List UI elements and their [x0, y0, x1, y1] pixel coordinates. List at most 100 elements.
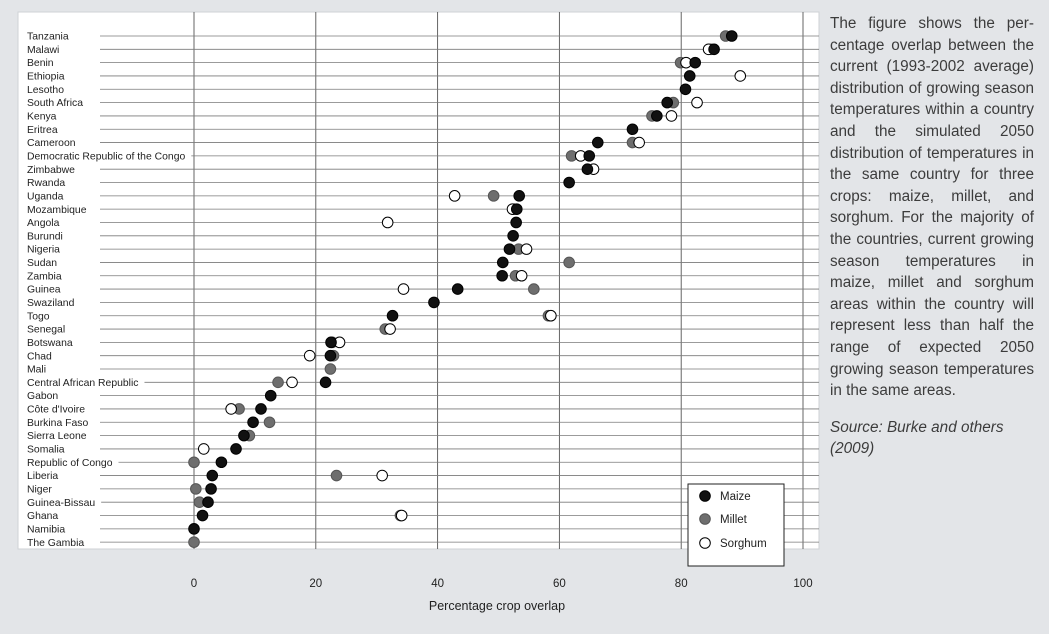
- point-maize-sierra-leone: [238, 429, 250, 442]
- point-maize-zimbabwe: [581, 163, 594, 175]
- country-label-ghana: Ghana: [27, 511, 58, 522]
- country-label-bg: [18, 96, 90, 108]
- point-millet-guinea: [528, 283, 540, 295]
- legend-marker-sorghum: [699, 537, 711, 549]
- country-label-bg: [18, 243, 66, 255]
- point-maize-rwanda: [563, 176, 575, 189]
- country-label-bg: [18, 429, 93, 441]
- figure-caption-panel: The figure shows the per­centage overlap…: [830, 13, 1034, 460]
- country-label-bg: [18, 216, 66, 228]
- country-label-ethiopia: Ethiopia: [27, 72, 65, 83]
- x-tick-label: 0: [191, 578, 197, 590]
- country-label-cameroon: Cameroon: [27, 138, 76, 149]
- country-label-namibia: Namibia: [27, 524, 65, 535]
- point-maize-zambia: [496, 269, 508, 282]
- legend-marker-maize: [699, 490, 711, 502]
- country-label-bg: [18, 509, 65, 521]
- x-tick-label: 80: [675, 578, 688, 590]
- country-label-rwanda: Rwanda: [27, 178, 65, 189]
- point-maize-guinea: [451, 283, 464, 295]
- country-label-bg: [18, 189, 70, 201]
- point-millet-the-gambia: [188, 536, 200, 548]
- country-label-democratic-republic-of-the-congo: Democratic Republic of the Congo: [27, 151, 185, 162]
- point-sorghum-ghana: [395, 509, 408, 522]
- country-label-bg: [18, 536, 91, 548]
- country-label-the-gambia: The Gambia: [27, 538, 84, 549]
- figure-caption: The figure shows the per­centage overlap…: [830, 15, 1034, 400]
- point-millet-mali: [324, 363, 337, 375]
- x-tick-label: 60: [553, 578, 566, 590]
- point-maize-eritrea: [626, 123, 639, 136]
- country-label-botswana: Botswana: [27, 338, 73, 349]
- country-label-senegal: Senegal: [27, 325, 65, 336]
- point-sorghum-liberia: [376, 469, 388, 482]
- country-label-chad: Chad: [27, 351, 52, 362]
- plot-area: [18, 12, 819, 549]
- country-label-bg: [18, 482, 58, 494]
- country-label-burundi: Burundi: [27, 231, 63, 242]
- country-label-lesotho: Lesotho: [27, 85, 64, 96]
- point-maize-cameroon: [591, 136, 604, 149]
- country-label-bg: [18, 389, 65, 401]
- country-label-bg: [18, 296, 81, 308]
- point-maize-benin: [689, 56, 702, 69]
- point-maize-malawi: [708, 43, 720, 56]
- country-label-eritrea: Eritrea: [27, 125, 58, 136]
- point-millet-sudan: [563, 256, 575, 269]
- country-label-guinea-bissau: Guinea-Bissau: [27, 498, 95, 509]
- point-sorghum-ethiopia: [734, 70, 747, 82]
- point-maize-ghana: [196, 509, 209, 522]
- point-sorghum-zambia: [515, 269, 528, 282]
- country-label-bg: [18, 323, 72, 335]
- point-millet-liberia: [330, 469, 343, 482]
- country-label-malawi: Malawi: [27, 45, 59, 56]
- point-maize-central-african-republic: [319, 376, 332, 389]
- country-label-guinea: Guinea: [27, 285, 61, 296]
- country-label-south-africa: South Africa: [27, 98, 83, 109]
- legend-marker-millet: [699, 513, 711, 525]
- country-label-bg: [18, 176, 72, 188]
- point-maize-lesotho: [679, 83, 692, 96]
- x-axis-ticks: 0 20 40 60 80 100: [191, 578, 813, 590]
- country-label-cote-d-ivoire: Côte d'Ivoire: [27, 405, 85, 416]
- chart-frame: [17, 11, 820, 550]
- legend-label-millet: Millet: [720, 514, 748, 526]
- point-maize-ethiopia: [683, 70, 696, 82]
- country-label-bg: [18, 496, 102, 508]
- point-maize-burundi: [507, 230, 519, 242]
- country-label-bg: [18, 363, 53, 374]
- country-label-bg: [18, 43, 66, 55]
- country-label-nigeria: Nigeria: [27, 245, 60, 256]
- country-label-bg: [18, 349, 58, 361]
- country-label-liberia: Liberia: [27, 471, 58, 482]
- point-millet-republic-of-congo: [188, 456, 200, 469]
- country-label-bg: [18, 30, 75, 41]
- country-label-bg: [18, 309, 56, 321]
- point-maize-botswana: [325, 336, 337, 349]
- country-label-bg: [18, 336, 79, 348]
- country-label-republic-of-congo: Republic of Congo: [27, 458, 113, 469]
- point-sorghum-cameroon: [633, 136, 645, 149]
- country-label-zimbabwe: Zimbabwe: [27, 165, 75, 176]
- country-label-angola: Angola: [27, 218, 60, 229]
- point-millet-niger: [190, 483, 202, 495]
- data-points: [188, 30, 747, 548]
- country-label-bg: [18, 163, 81, 175]
- point-maize-burkina-faso: [247, 416, 259, 429]
- country-label-bg: [18, 283, 67, 295]
- point-sorghum-somalia: [197, 443, 210, 455]
- country-label-bg: [18, 229, 69, 241]
- point-sorghum-uganda: [448, 190, 461, 202]
- point-maize-namibia: [188, 523, 200, 535]
- country-label-tanzania: Tanzania: [27, 32, 69, 43]
- legend-label-maize: Maize: [720, 491, 751, 503]
- legend-label-sorghum: Sorghum: [720, 538, 767, 550]
- point-maize-tanzania: [725, 30, 738, 42]
- country-label-somalia: Somalia: [27, 445, 65, 456]
- country-label-bg: [18, 256, 64, 268]
- country-label-togo: Togo: [27, 311, 50, 322]
- point-millet-burkina-faso: [263, 416, 276, 429]
- point-sorghum-senegal: [384, 323, 396, 335]
- point-sorghum-chad: [303, 349, 316, 362]
